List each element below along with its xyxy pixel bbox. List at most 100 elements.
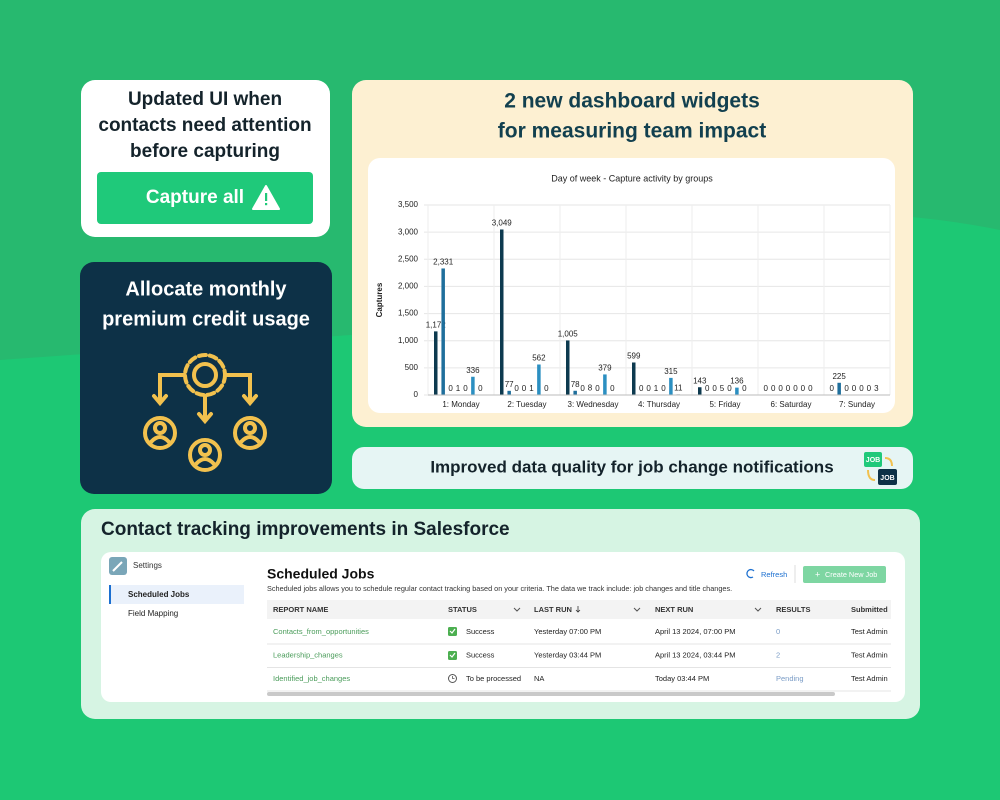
- data-label: 0: [448, 384, 453, 393]
- data-label: 0: [764, 384, 769, 393]
- x-tick-label: 5: Friday: [709, 400, 740, 409]
- column-header[interactable]: LAST RUN: [534, 605, 572, 614]
- bar: [471, 376, 475, 395]
- x-tick-label: 6: Saturday: [771, 400, 812, 409]
- table-cell: Pending: [776, 674, 804, 683]
- data-label: 0: [859, 384, 864, 393]
- column-header[interactable]: Submitted: [851, 605, 888, 614]
- sidebar-item[interactable]: Field Mapping: [128, 609, 178, 618]
- y-tick-label: 2,500: [398, 254, 419, 263]
- bar: [566, 340, 570, 395]
- data-label: 0: [661, 384, 666, 393]
- data-label: 0: [852, 384, 857, 393]
- card-title: Improved data quality for job change not…: [430, 457, 833, 476]
- data-label: 225: [832, 372, 846, 381]
- y-tick-label: 1,500: [398, 309, 419, 318]
- sort-arrow[interactable]: [575, 606, 581, 613]
- data-label: 562: [532, 354, 546, 363]
- create-button[interactable]: [803, 566, 886, 583]
- card-title: Allocate monthly: [125, 278, 287, 300]
- sidebar-item[interactable]: Scheduled Jobs: [128, 590, 190, 599]
- column-header[interactable]: RESULTS: [776, 605, 810, 614]
- create-plus[interactable]: +: [815, 569, 820, 579]
- sidebar-title: Settings: [133, 561, 162, 570]
- table-cell: Yesterday 03:44 PM: [534, 650, 601, 659]
- data-label: 0: [646, 384, 651, 393]
- success-icon: [449, 628, 456, 634]
- table-cell: Test Admin: [851, 627, 888, 636]
- bar: [735, 387, 739, 395]
- bar: [632, 362, 636, 395]
- data-label: 0: [595, 384, 600, 393]
- data-label: 0: [778, 384, 783, 393]
- data-label: 3: [874, 384, 879, 393]
- bar: [500, 229, 504, 395]
- card-title: before capturing: [130, 141, 280, 162]
- y-tick-label: 3,000: [398, 227, 419, 236]
- report-link[interactable]: Leadership_changes: [273, 650, 343, 659]
- refresh-link[interactable]: Refresh: [761, 570, 787, 579]
- job-icon-label: JOB: [880, 475, 894, 482]
- data-label: 0: [808, 384, 813, 393]
- refresh-icon[interactable]: [746, 568, 755, 579]
- bar: [507, 390, 511, 395]
- data-label: 1,172: [426, 320, 447, 329]
- data-label: 336: [466, 366, 480, 375]
- data-label: 0: [705, 384, 710, 393]
- table-cell: To be processed: [466, 674, 521, 683]
- card-title: premium credit usage: [102, 308, 310, 330]
- data-label: 0: [478, 384, 483, 393]
- job-icon: [878, 469, 897, 485]
- column-header[interactable]: STATUS: [448, 605, 477, 614]
- data-label: 0: [514, 384, 519, 393]
- chart-title: Day of week - Capture activity by groups: [551, 173, 713, 183]
- data-label: 0: [463, 384, 468, 393]
- success-icon: [449, 652, 456, 658]
- section-heading: Scheduled Jobs: [267, 566, 375, 582]
- data-label: 1: [456, 384, 461, 393]
- data-label: 0: [580, 384, 585, 393]
- table-cell: April 13 2024, 07:00 PM: [655, 627, 735, 636]
- bar: [669, 377, 673, 395]
- y-tick-label: 2,000: [398, 282, 419, 291]
- card-title: Contact tracking improvements in Salesfo…: [101, 519, 510, 540]
- bar: [837, 382, 841, 395]
- data-label: 0: [786, 384, 791, 393]
- table-cell: Test Admin: [851, 674, 888, 683]
- bar: [573, 390, 577, 395]
- bar: [441, 268, 445, 395]
- report-link[interactable]: Contacts_from_opportunities: [273, 627, 369, 636]
- pending-icon: [452, 676, 455, 679]
- create-label[interactable]: Create New Job: [825, 570, 877, 579]
- capture-button[interactable]: [97, 172, 313, 224]
- table-cell: Test Admin: [851, 650, 888, 659]
- card: [352, 447, 913, 489]
- column-header[interactable]: NEXT RUN: [655, 605, 693, 614]
- table-cell: 0: [776, 627, 780, 636]
- button-label[interactable]: Capture all: [146, 187, 244, 208]
- card-title: contacts need attention: [98, 115, 311, 136]
- sidebar-selected: [109, 585, 244, 604]
- data-label: 0: [712, 384, 717, 393]
- y-tick-label: 1,000: [398, 336, 419, 345]
- pending-icon: [448, 674, 457, 683]
- y-tick-label: 500: [405, 363, 419, 372]
- settings-icon: [112, 561, 123, 572]
- scrollbar[interactable]: [267, 692, 835, 696]
- data-label: 0: [844, 384, 849, 393]
- data-label: 2,331: [433, 258, 454, 267]
- data-label: 78: [571, 380, 580, 389]
- report-link[interactable]: Identified_job_changes: [273, 674, 350, 683]
- card-title: 2 new dashboard widgets: [504, 90, 760, 113]
- card-title: for measuring team impact: [498, 120, 766, 143]
- data-label: 0: [544, 384, 549, 393]
- data-label: 0: [727, 384, 732, 393]
- data-label: 1,005: [558, 330, 579, 339]
- column-chevron[interactable]: [513, 607, 762, 612]
- data-label: 143: [693, 376, 707, 385]
- data-label: 0: [801, 384, 806, 393]
- column-header[interactable]: REPORT NAME: [273, 605, 328, 614]
- data-label: 315: [664, 367, 678, 376]
- bar: [537, 364, 541, 395]
